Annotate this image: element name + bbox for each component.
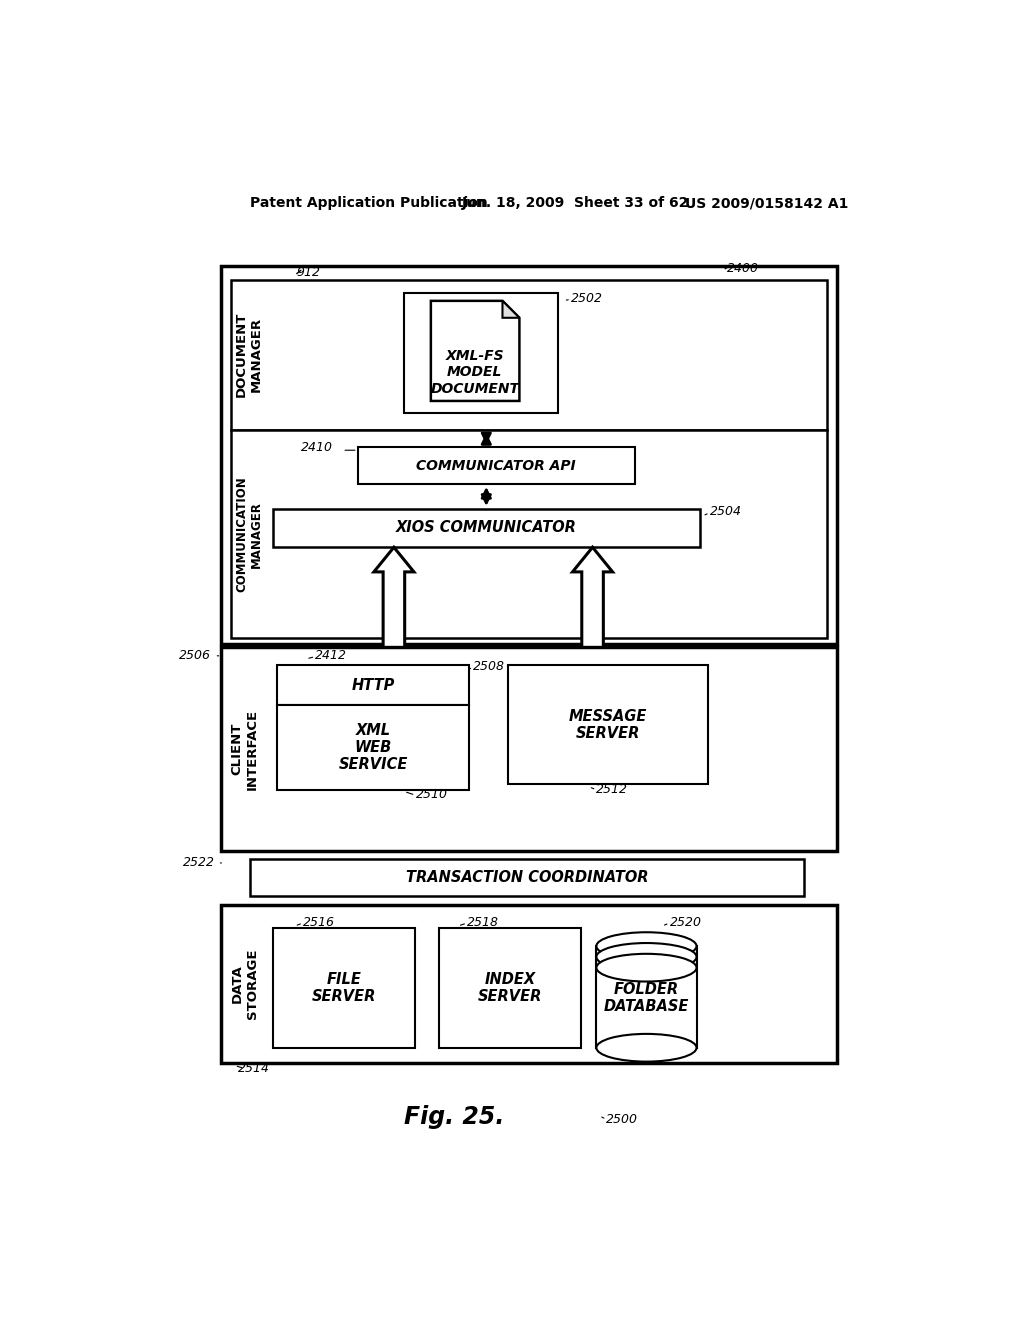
Bar	[230, 430, 827, 638]
Bar	[357, 447, 635, 484]
Bar	[276, 705, 469, 789]
Bar	[250, 859, 804, 896]
Text: 2502: 2502	[571, 292, 603, 305]
Text: DOCUMENT
MANAGER: DOCUMENT MANAGER	[236, 312, 263, 397]
Text: Patent Application Publication: Patent Application Publication	[250, 197, 487, 210]
Text: FILE
SERVER: FILE SERVER	[312, 972, 377, 1005]
Text: 2400: 2400	[727, 261, 760, 275]
Text: Fig. 25.: Fig. 25.	[403, 1105, 504, 1129]
Polygon shape	[503, 301, 519, 318]
Bar	[221, 267, 838, 644]
Bar	[221, 647, 838, 851]
Bar	[273, 928, 416, 1048]
Text: 2508: 2508	[473, 660, 505, 673]
Text: HTTP: HTTP	[351, 677, 395, 693]
Ellipse shape	[596, 1034, 696, 1061]
Text: MESSAGE
SERVER: MESSAGE SERVER	[568, 709, 647, 741]
Text: XML
WEB
SERVICE: XML WEB SERVICE	[338, 722, 408, 772]
Text: CLIENT
INTERFACE: CLIENT INTERFACE	[230, 709, 258, 789]
Bar	[596, 946, 696, 1048]
Text: 2512: 2512	[596, 783, 629, 796]
Text: FOLDER
DATABASE: FOLDER DATABASE	[604, 982, 689, 1014]
Bar	[273, 508, 700, 548]
Text: 2520: 2520	[670, 916, 701, 929]
Polygon shape	[431, 301, 519, 401]
Bar	[508, 665, 708, 784]
Text: 2410: 2410	[301, 441, 333, 454]
Text: 2522: 2522	[183, 855, 215, 869]
Text: 912: 912	[296, 265, 321, 279]
Text: COMMUNICATION
MANAGER: COMMUNICATION MANAGER	[236, 477, 263, 593]
Bar	[276, 665, 469, 705]
Text: 2412: 2412	[315, 649, 347, 663]
Ellipse shape	[596, 932, 696, 960]
Text: COMMUNICATOR API: COMMUNICATOR API	[417, 458, 577, 473]
Text: XIOS COMMUNICATOR: XIOS COMMUNICATOR	[396, 520, 578, 536]
Bar	[230, 280, 827, 430]
Text: XML-FS
MODEL
DOCUMENT: XML-FS MODEL DOCUMENT	[430, 350, 519, 396]
Text: 2500: 2500	[606, 1113, 638, 1126]
Text: 2516: 2516	[303, 916, 335, 929]
Text: US 2009/0158142 A1: US 2009/0158142 A1	[685, 197, 848, 210]
Ellipse shape	[596, 942, 696, 970]
Text: 2514: 2514	[239, 1063, 270, 1074]
Bar	[438, 928, 581, 1048]
Text: Jun. 18, 2009  Sheet 33 of 62: Jun. 18, 2009 Sheet 33 of 62	[462, 197, 689, 210]
Ellipse shape	[596, 954, 696, 982]
Polygon shape	[572, 548, 612, 647]
Text: 2518: 2518	[467, 916, 499, 929]
Text: INDEX
SERVER: INDEX SERVER	[477, 972, 542, 1005]
Text: TRANSACTION COORDINATOR: TRANSACTION COORDINATOR	[406, 870, 648, 886]
Polygon shape	[374, 548, 414, 647]
Bar	[403, 293, 558, 413]
Bar	[221, 906, 838, 1063]
Text: 2506: 2506	[179, 649, 211, 663]
Text: 2504: 2504	[710, 506, 741, 519]
Text: 2510: 2510	[416, 788, 447, 801]
Text: DATA
STORAGE: DATA STORAGE	[230, 949, 258, 1019]
